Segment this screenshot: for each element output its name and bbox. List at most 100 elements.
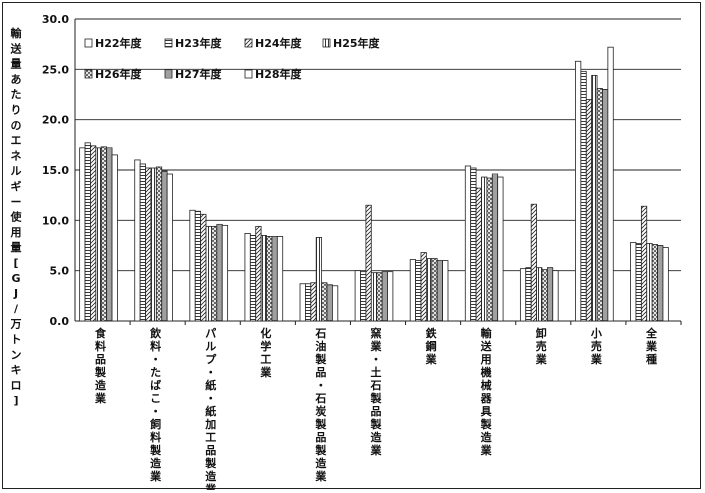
x-category-label: 輸送用機械器具製造業 [480,326,493,457]
legend-label: H24年度 [255,36,303,50]
legend-label: H23年度 [175,36,223,50]
bar [370,272,378,322]
bar [100,146,108,322]
y-tick-label: 10.0 [42,214,69,227]
bar [651,244,658,322]
x-category-label: 卸売業 [535,326,548,366]
bar [95,147,102,322]
bar [249,235,257,322]
y-tick-label: 5.0 [50,265,70,278]
legend-label: H25年度 [333,36,381,50]
legend-swatch [84,69,93,79]
bar [607,46,614,322]
bar [376,272,383,322]
bar [299,283,306,322]
bar [536,267,543,322]
y-tick-label: 25.0 [42,63,69,76]
legend-label: H28年度 [255,67,303,81]
bar [106,147,113,322]
bar [420,252,427,322]
x-category-label: 窯業・土石製品製造業 [370,326,383,457]
legend-swatch [84,38,93,48]
legend-label: H27年度 [175,67,223,81]
bar [310,282,317,322]
y-tick-label: 15.0 [42,164,69,177]
bar [161,170,168,322]
bar [150,167,157,322]
bar [491,173,499,322]
bar [321,282,328,322]
bar [541,269,548,322]
x-category-label: パルプ・紙・紙加工品製造業 [204,327,217,490]
bar [630,242,637,322]
legend-swatch [244,38,253,48]
x-category-label: 小売業 [590,326,603,366]
bars [79,46,669,322]
legend-swatch [164,38,173,48]
bar [442,260,449,322]
bar [387,271,394,322]
bar [166,173,173,322]
bar [189,209,196,322]
legend-swatch [322,38,331,48]
bar [602,89,609,322]
bar [305,283,312,322]
bar [585,99,593,322]
bar [360,271,367,322]
labels: 0.0 5.0 10.0 15.0 20.0 25.0 30.0 食料品製造業 飲料・たばこ・飼… [10,13,658,490]
bar [481,176,488,322]
legend: H22年度 H23年度 H24年度 H25年度 H26年度 H27年度 H28年度 [84,36,381,81]
bar [266,236,273,322]
x-category-label: 飲料・たばこ・飼料製造業 [149,326,162,483]
x-category-label: 石油製品・石炭製品製造業 [314,327,327,483]
y-axis-label: 輸送量あたりのエネルギー使用量[G J/万トンキロ] [10,26,23,407]
bar [200,213,207,322]
legend-label: H26年度 [95,67,143,81]
bar [530,203,537,322]
bar [662,247,669,322]
bar [497,176,504,322]
bar [580,70,587,322]
bar [415,260,422,322]
bar [409,259,416,322]
bar [381,271,388,322]
bar [464,165,472,322]
bar [646,243,653,322]
bar [260,235,267,322]
bar [354,270,361,322]
legend-swatch [164,69,173,79]
bar-chart: 0.0 5.0 10.0 15.0 20.0 25.0 30.0 食料品製造業 飲料・たばこ・飼… [10,13,682,490]
bar [635,243,642,322]
bar [79,147,86,322]
bar [271,236,278,322]
bar [575,60,582,322]
bar [315,237,323,322]
bar [486,177,493,322]
bar [596,88,603,322]
bar [145,167,152,322]
legend-label: H22年度 [95,36,143,50]
bar [84,142,91,322]
bar [591,74,598,322]
bar [221,224,229,322]
y-tick-label: 30.0 [42,13,69,26]
bar [211,225,218,322]
bar [255,225,262,322]
bar [519,268,527,322]
bar [244,233,251,322]
bar [111,154,118,322]
bar [326,284,333,322]
bar [657,245,664,322]
bar [194,210,202,322]
legend-swatch [244,69,253,79]
y-tick-label: 20.0 [42,114,69,127]
bar [216,223,223,322]
bar [436,260,443,322]
bar [552,270,559,322]
bar [365,204,372,322]
bar [90,145,97,322]
bar [525,267,532,322]
bar [425,258,433,322]
x-category-label: 全業種 [645,326,658,366]
